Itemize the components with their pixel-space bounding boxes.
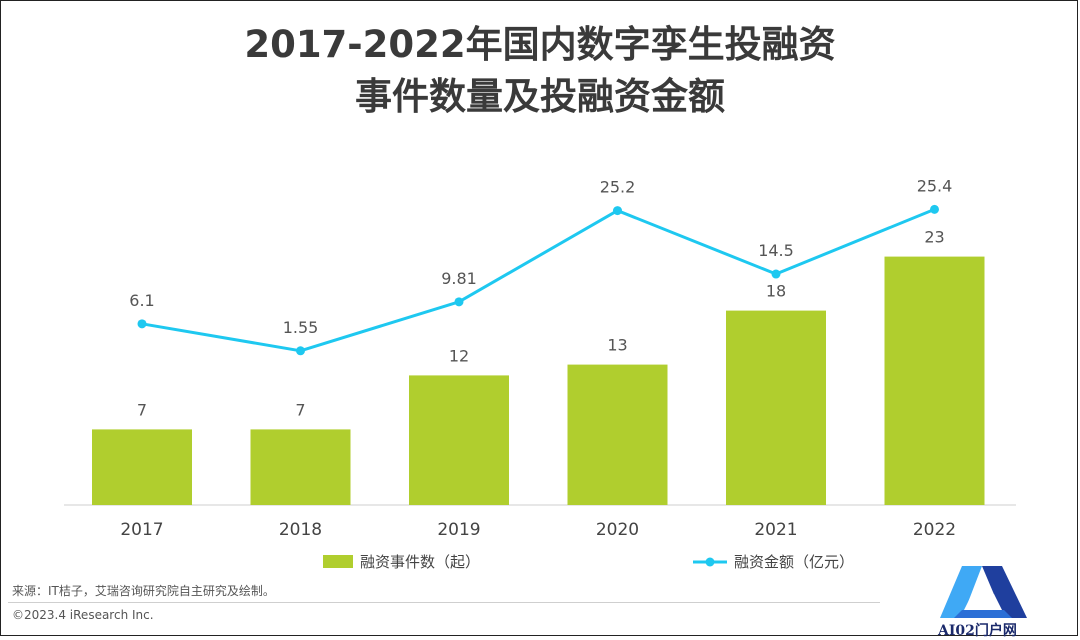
copyright-note: ©2023.4 iResearch Inc. <box>12 608 154 622</box>
footer-divider <box>8 602 880 603</box>
line-point-2021 <box>771 269 781 279</box>
bar-2021 <box>726 310 826 505</box>
line-value-label-2020: 25.2 <box>600 178 636 197</box>
watermark-logo-icon <box>940 566 1027 618</box>
bar-value-label-2022: 23 <box>924 228 944 247</box>
line-value-label-2022: 25.4 <box>917 176 953 195</box>
line-value-label-2021: 14.5 <box>758 241 794 260</box>
x-tick-label-2017: 2017 <box>120 520 163 540</box>
watermark-text: AI02门户网 <box>938 623 1017 639</box>
source-note: 来源：IT桔子，艾瑞咨询研究院自主研究及绘制。 <box>12 584 275 598</box>
bar-value-label-2018: 7 <box>295 400 305 419</box>
line-point-2022 <box>930 204 939 214</box>
bar-value-label-2020: 13 <box>607 336 627 355</box>
bar-2022 <box>884 256 985 505</box>
bar-2019 <box>409 375 509 505</box>
line-point-2019 <box>454 297 464 307</box>
chart-title-line-1: 2017-2022年国内数字孪生投融资 <box>244 23 836 66</box>
bar-value-label-2017: 7 <box>137 400 147 419</box>
line-point-2020 <box>613 206 622 216</box>
x-tick-label-2019: 2019 <box>437 520 480 540</box>
line-value-label-2017: 6.1 <box>129 291 154 310</box>
line-value-label-2018: 1.55 <box>283 318 319 337</box>
series-line-financing-amount <box>141 207 936 353</box>
x-tick-label-2022: 2022 <box>913 520 956 540</box>
line-point-2018 <box>296 346 305 356</box>
legend-label-bar: 融资事件数（起） <box>360 553 480 571</box>
line-point-2017 <box>137 319 147 329</box>
bar-2018 <box>250 429 351 505</box>
legend-label-line: 融资金额（亿元） <box>734 553 854 571</box>
legend-swatch-line-marker <box>705 557 715 567</box>
x-tick-label-2020: 2020 <box>596 520 639 540</box>
bar-value-label-2019: 12 <box>449 346 469 365</box>
legend-swatch-bar <box>323 555 353 568</box>
chart-title-line-2: 事件数量及投融资金额 <box>355 75 725 118</box>
x-tick-label-2021: 2021 <box>754 520 797 540</box>
bar-2020 <box>567 364 668 505</box>
x-tick-label-2018: 2018 <box>279 520 322 540</box>
line-value-label-2019: 9.81 <box>441 269 477 288</box>
bar-2017 <box>92 429 192 505</box>
bar-value-label-2021: 18 <box>766 282 786 301</box>
